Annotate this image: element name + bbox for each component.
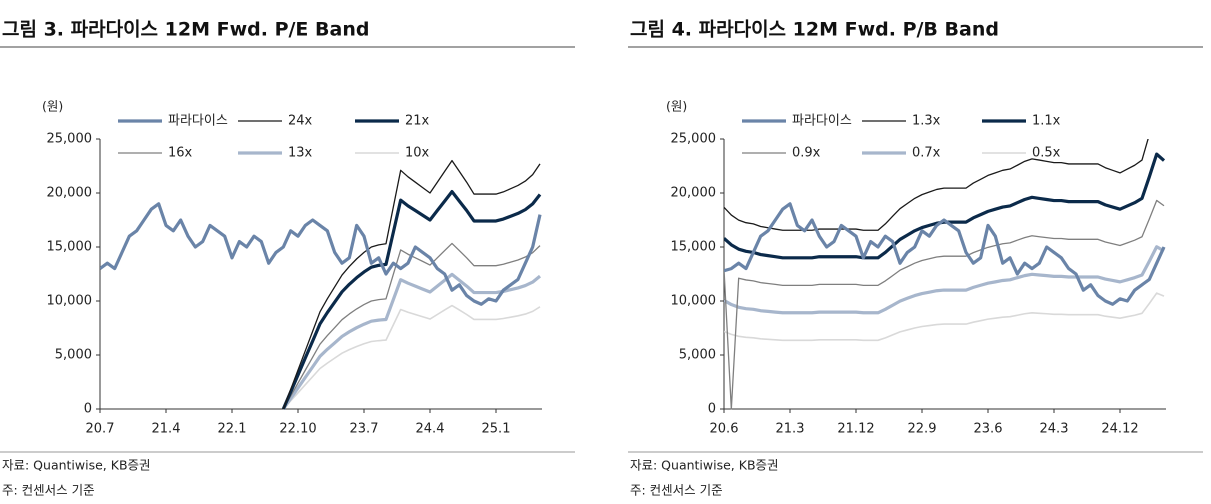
legend-label: 21x (405, 114, 430, 129)
legend-label: 파라다이스 (792, 114, 852, 129)
x-tick-label: 25.1 (482, 422, 511, 437)
series-line (724, 292, 1165, 342)
y-tick-label: 0 (708, 402, 716, 417)
y-tick-label: 15,000 (671, 240, 717, 255)
legend-label: 16x (168, 146, 193, 161)
chart-panel: 그림 4. 파라다이스 12M Fwd. P/B Band (원) 0 5,000 10… (628, 19, 1203, 498)
chart-title: 그림 4. 파라다이스 12M Fwd. P/B Band (630, 19, 999, 41)
plot-area (100, 159, 542, 410)
y-tick-label: 0 (84, 402, 92, 417)
x-tick-label: 22.10 (279, 422, 316, 437)
y-tick-label: 5,000 (679, 348, 716, 363)
x-tick-label: 23.6 (974, 422, 1003, 437)
y-tick-label: 15,000 (47, 240, 93, 255)
x-tick-label: 20.7 (86, 422, 115, 437)
legend-label: 0.7x (912, 146, 941, 161)
series-line (724, 152, 1166, 260)
y-tick-label: 25,000 (47, 132, 93, 147)
y-unit: (원) (666, 99, 687, 114)
x-tick-label: 21.12 (837, 422, 874, 437)
series-line (282, 242, 541, 410)
note: 주: 컨센서스 기준 (2, 483, 95, 498)
plot-area (724, 139, 1166, 410)
y-tick-label: 25,000 (671, 132, 717, 147)
x-tick-label: 24.4 (416, 422, 445, 437)
chart-title: 그림 3. 파라다이스 12M Fwd. P/E Band (2, 19, 369, 41)
series-line (724, 202, 1166, 306)
series-line (724, 245, 1165, 315)
x-tick-label: 21.4 (152, 422, 181, 437)
note: 주: 컨센서스 기준 (630, 483, 723, 498)
y-tick-label: 10,000 (671, 294, 717, 309)
legend-label: 13x (288, 146, 313, 161)
y-tick-label: 20,000 (671, 186, 717, 201)
legend-label: 24x (288, 114, 313, 129)
y-unit: (원) (42, 99, 63, 114)
y-tick-label: 10,000 (47, 294, 93, 309)
x-tick-label: 21.3 (776, 422, 805, 437)
legend-label: 1.3x (912, 114, 941, 129)
x-tick-label: 23.7 (350, 422, 379, 437)
legend-label: 10x (405, 146, 430, 161)
legend-label: 파라다이스 (168, 114, 228, 129)
x-tick-label: 20.6 (710, 422, 739, 437)
legend-label: 0.9x (792, 146, 821, 161)
x-tick-label: 22.1 (218, 422, 247, 437)
source: 자료: Quantiwise, KB증권 (2, 458, 151, 473)
y-tick-label: 20,000 (47, 186, 93, 201)
y-tick-label: 5,000 (55, 348, 92, 363)
chart-panel: 그림 3. 파라다이스 12M Fwd. P/E Band (원) 0 5,000 10… (0, 19, 575, 498)
x-tick-label: 24.3 (1040, 422, 1069, 437)
series-line (282, 272, 542, 410)
series-line (281, 190, 542, 410)
x-tick-label: 22.9 (908, 422, 937, 437)
legend-label: 1.1x (1032, 114, 1061, 129)
series-line (282, 159, 541, 410)
series-line (282, 304, 541, 410)
series-line (724, 199, 1165, 410)
series-line (100, 202, 542, 306)
source: 자료: Quantiwise, KB증권 (630, 458, 779, 473)
x-tick-label: 24.12 (1101, 422, 1138, 437)
series-line (724, 139, 1149, 231)
legend-label: 0.5x (1032, 146, 1061, 161)
